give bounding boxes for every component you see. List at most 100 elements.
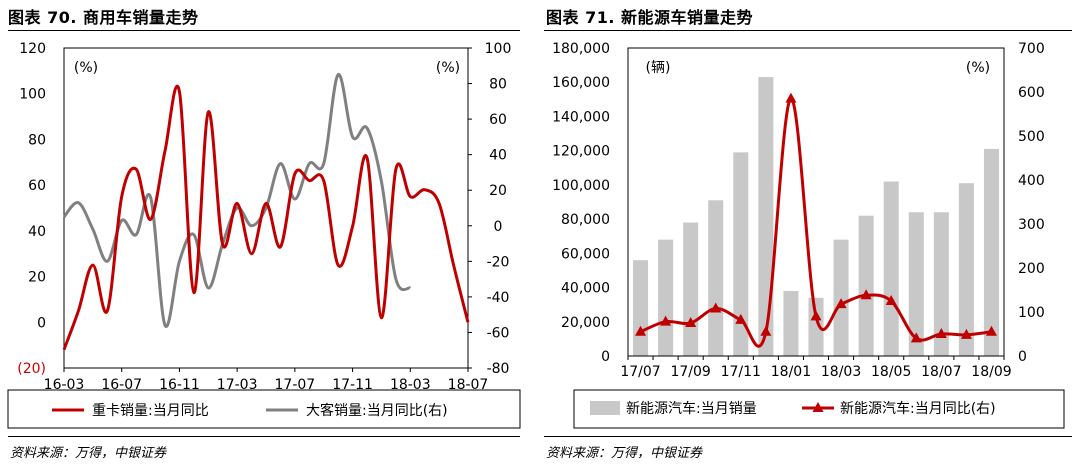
sales-bar xyxy=(808,297,824,356)
sales-bar xyxy=(933,212,949,356)
right-axis-tick-label: 700 xyxy=(1018,41,1045,57)
legend-label-yoy: 新能源汽车:当月同比(右) xyxy=(840,400,996,417)
nev-yoy-marker xyxy=(860,289,872,300)
right-axis-tick-label: 80 xyxy=(489,77,507,93)
nev-yoy-marker xyxy=(835,298,847,309)
plot-frame xyxy=(63,47,469,369)
left-axis-tick-label: 80 xyxy=(28,132,46,148)
source-note-left: 资料来源：万得，中银证券 xyxy=(10,446,167,461)
nev-yoy-marker xyxy=(810,310,822,321)
right-axis-tick-label: 600 xyxy=(1018,85,1045,101)
x-axis-tick-label: 18/07 xyxy=(921,364,961,380)
left-axis-tick-label: 20,000 xyxy=(561,315,610,331)
nev-yoy-marker xyxy=(685,317,697,327)
right-axis-unit: (%) xyxy=(966,60,990,76)
right-axis-tick-label: 500 xyxy=(1018,129,1045,145)
x-axis-tick-label: 17/07 xyxy=(620,364,660,380)
right-axis-tick-label: 40 xyxy=(489,148,507,164)
nev-yoy-marker xyxy=(985,325,997,336)
left-axis-tick-label: 20 xyxy=(28,270,46,286)
right-axis-tick-label: -60 xyxy=(487,325,510,341)
left-axis-tick-label: 40 xyxy=(28,224,46,240)
nev-yoy-line xyxy=(639,97,992,348)
right-axis-tick-label: 0 xyxy=(1018,349,1027,365)
source-note-right: 资料来源：万得，中银证券 xyxy=(546,446,703,461)
right-axis-tick-label: 300 xyxy=(1018,217,1045,233)
left-axis-tick-label: 60,000 xyxy=(561,246,610,262)
heavy-truck-yoy-line xyxy=(62,84,470,351)
new-energy-vehicle-chart: 0 20,000 40,000 60,000 80,000 100,000 120,000 1… xyxy=(552,41,1065,429)
sales-bar xyxy=(883,181,899,356)
nev-yoy-marker xyxy=(660,315,672,326)
sales-bar xyxy=(858,215,874,356)
left-axis-tick-label: 100,000 xyxy=(552,178,610,194)
right-axis-tick-label: 0 xyxy=(494,219,503,235)
x-axis-tick-label: 17/09 xyxy=(670,364,710,380)
right-axis-tick-label: -40 xyxy=(487,290,510,306)
sales-bar xyxy=(783,290,799,356)
left-axis-unit: (%) xyxy=(74,60,98,76)
x-axis-tick-label: 17-07 xyxy=(275,377,316,393)
nev-yoy-marker xyxy=(935,328,947,338)
nev-yoy-marker xyxy=(785,92,797,103)
x-axis-tick-label: 18/05 xyxy=(871,364,911,380)
x-axis-tick-label: 17-03 xyxy=(217,377,258,393)
right-axis-tick-label: 400 xyxy=(1018,173,1045,189)
x-axis-tick-label: 16-11 xyxy=(159,377,200,393)
legend-box xyxy=(7,389,521,429)
sales-bar xyxy=(658,239,674,356)
nev-yoy-marker xyxy=(885,295,897,305)
left-axis-tick-label: 120 xyxy=(19,41,46,57)
left-axis-tick-label: 60 xyxy=(28,178,46,194)
sales-bar xyxy=(833,239,849,356)
right-axis-tick-label: 100 xyxy=(1018,305,1045,321)
source-rule-right xyxy=(544,436,1072,437)
left-axis-tick-label: 0 xyxy=(37,315,46,331)
x-axis-tick-label: 16-07 xyxy=(101,377,142,393)
right-axis-unit: (%) xyxy=(436,60,460,76)
sales-bar xyxy=(758,77,774,356)
left-axis-tick-label: 180,000 xyxy=(552,41,610,57)
right-axis-tick-label: -20 xyxy=(487,254,510,270)
right-axis-tick-label: -80 xyxy=(487,361,510,377)
bus-yoy-line xyxy=(62,73,412,329)
legend-label-bus: 大客销量:当月同比(右) xyxy=(306,402,448,419)
nev-yoy-marker xyxy=(710,302,722,313)
left-axis-tick-label: 100 xyxy=(19,87,46,103)
legend-label-heavy-truck: 重卡销量:当月同比 xyxy=(92,403,209,419)
nev-yoy-marker xyxy=(760,325,772,336)
left-axis-tick-label: 140,000 xyxy=(552,109,610,125)
nev-yoy-marker xyxy=(910,332,922,343)
x-axis-tick-label: 18/03 xyxy=(821,364,861,380)
left-axis-tick-label: 80,000 xyxy=(561,212,610,228)
sales-bar xyxy=(908,212,924,356)
chart-title-new-energy-vehicles: 图表 71. 新能源车销量走势 xyxy=(546,8,753,27)
nev-yoy-marker xyxy=(960,328,972,339)
x-axis-tick-label: 18/09 xyxy=(971,364,1011,380)
left-axis-unit: (辆) xyxy=(646,60,671,76)
sales-bar xyxy=(683,222,699,356)
right-axis-tick-label: 200 xyxy=(1018,261,1045,277)
title-rule-left xyxy=(8,30,520,31)
legend-marker-yoy xyxy=(812,402,824,412)
nev-yoy-marker xyxy=(735,313,747,324)
x-axis-tick-label: 18/01 xyxy=(771,364,811,380)
right-axis-tick-label: 100 xyxy=(485,41,512,57)
nev-yoy-marker xyxy=(635,325,647,336)
x-axis-tick-label: 17/11 xyxy=(721,364,761,380)
legend-box xyxy=(573,389,1065,429)
legend-swatch-sales xyxy=(590,401,620,415)
title-rule-right xyxy=(544,30,1072,31)
sales-bar xyxy=(733,152,749,356)
x-axis-tick-label: 18-03 xyxy=(390,377,431,393)
x-axis-tick-label: 18-07 xyxy=(448,377,489,393)
commercial-vehicle-chart: (20) 0 20 40 60 80 100 120 -80 -60 -40 -20 0 20 40 60 80… xyxy=(7,41,521,429)
x-axis-tick-label: 16-03 xyxy=(44,377,85,393)
plot-frame xyxy=(627,47,1005,357)
sales-bar xyxy=(708,200,724,356)
left-axis-tick-label: (20) xyxy=(17,361,46,377)
right-axis-tick-label: 60 xyxy=(489,112,507,128)
x-axis-tick-label: 17-11 xyxy=(332,377,373,393)
legend-label-sales: 新能源汽车:当月销量 xyxy=(626,400,757,417)
chart-title-commercial-vehicles: 图表 70. 商用车销量走势 xyxy=(8,8,199,27)
